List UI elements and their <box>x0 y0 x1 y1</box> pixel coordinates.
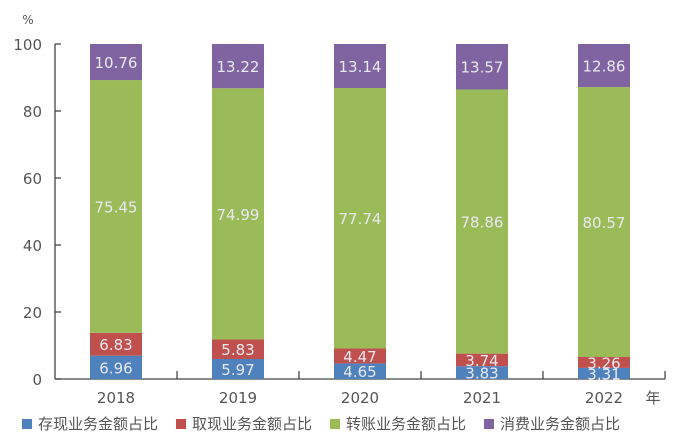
legend-label: 消费业务金额占比 <box>500 415 621 433</box>
bar-segment <box>90 44 142 81</box>
y-tick-label: 20 <box>23 304 42 322</box>
legend-item: 消费业务金额占比 <box>484 413 620 434</box>
bar-segment <box>578 44 630 88</box>
legend-item: 转账业务金额占比 <box>330 413 466 434</box>
data-label: 13.14 <box>339 58 382 76</box>
bar-segment <box>212 43 264 89</box>
bar-segment <box>90 332 142 356</box>
data-label: 3.31 <box>587 365 620 383</box>
data-label: 12.86 <box>583 58 626 76</box>
legend-swatch-icon <box>484 418 495 429</box>
legend-label: 取现业务金额占比 <box>192 415 313 433</box>
legend-swatch-icon <box>22 418 32 429</box>
bar-segment <box>456 44 508 90</box>
data-label: 6.83 <box>99 336 132 354</box>
x-tick-label: 2021 <box>463 389 501 407</box>
bar-segment <box>578 87 630 357</box>
bar-segment <box>212 339 264 360</box>
bar-segment <box>334 88 386 349</box>
data-label: 13.57 <box>461 59 504 77</box>
legend-swatch-icon <box>176 418 187 429</box>
data-label: 78.86 <box>461 214 504 232</box>
bar-segment <box>212 359 264 379</box>
y-tick-label: 100 <box>13 36 42 54</box>
chart-legend: 存现业务金额占比 取现业务金额占比 转账业务金额占比 消费业务金额占比 <box>22 413 620 434</box>
bar-segment <box>456 353 508 367</box>
data-label: 77.74 <box>339 210 382 228</box>
data-label: 3.26 <box>587 354 620 372</box>
y-tick-label: 0 <box>32 371 42 389</box>
bar-segment <box>578 367 630 379</box>
legend-label: 存现业务金额占比 <box>38 415 159 433</box>
y-tick-label: 80 <box>23 103 42 121</box>
legend-swatch-icon <box>330 418 341 429</box>
bar-segment <box>90 80 142 333</box>
data-label: 10.76 <box>95 54 138 72</box>
data-label: 3.74 <box>465 352 498 370</box>
y-tick-label: 60 <box>23 170 42 188</box>
bar-segment <box>212 88 264 340</box>
data-label: 3.83 <box>465 365 498 383</box>
legend-item: 取现业务金额占比 <box>176 413 312 434</box>
data-label: 5.83 <box>221 341 254 359</box>
data-label: 75.45 <box>95 198 138 216</box>
bar-segment <box>334 44 386 89</box>
data-label: 5.97 <box>221 361 254 379</box>
x-tick-label: 2018 <box>97 389 135 407</box>
legend-item: 存现业务金额占比 <box>22 413 158 434</box>
bar-segment <box>456 366 508 379</box>
bar-segment <box>334 348 386 364</box>
bar-segment <box>334 363 386 379</box>
x-tick-label: 2019 <box>219 389 257 407</box>
y-axis-unit: % <box>22 13 33 27</box>
x-axis-unit: 年 <box>645 389 660 407</box>
bar-segment <box>578 356 630 368</box>
data-label: 6.96 <box>99 359 132 377</box>
data-label: 13.22 <box>217 58 260 76</box>
bar-segment <box>456 89 508 354</box>
data-label: 80.57 <box>583 214 626 232</box>
x-tick-label: 2022 <box>585 389 623 407</box>
data-label: 74.99 <box>217 206 260 224</box>
data-label: 4.65 <box>343 363 376 381</box>
y-tick-label: 40 <box>23 237 42 255</box>
legend-label: 转账业务金额占比 <box>346 415 467 433</box>
x-tick-label: 2020 <box>341 389 379 407</box>
data-label: 4.47 <box>343 348 376 366</box>
bar-segment <box>90 355 142 379</box>
